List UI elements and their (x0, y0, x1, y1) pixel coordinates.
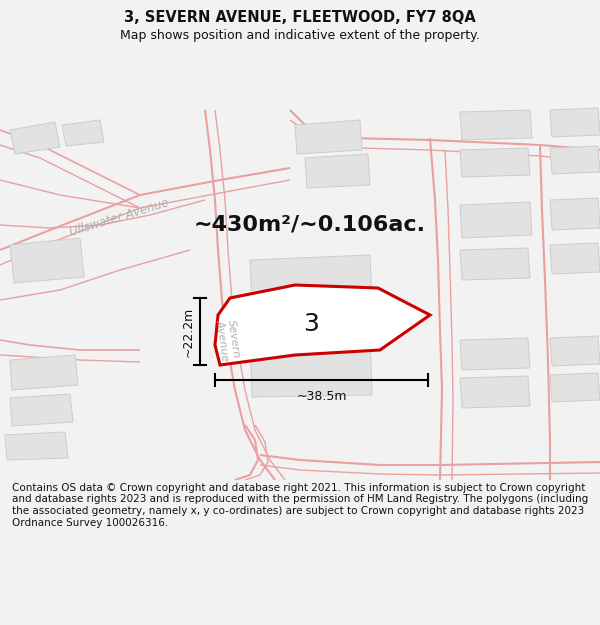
Polygon shape (215, 285, 430, 365)
Text: ~38.5m: ~38.5m (296, 390, 347, 403)
Polygon shape (295, 120, 362, 154)
Polygon shape (460, 202, 532, 238)
Polygon shape (250, 255, 373, 328)
Polygon shape (550, 243, 600, 274)
Polygon shape (5, 432, 68, 460)
Polygon shape (550, 336, 600, 366)
Polygon shape (460, 148, 530, 177)
Polygon shape (10, 355, 78, 390)
Polygon shape (550, 198, 600, 230)
Polygon shape (10, 238, 84, 283)
Polygon shape (550, 373, 600, 402)
Text: 3, SEVERN AVENUE, FLEETWOOD, FY7 8QA: 3, SEVERN AVENUE, FLEETWOOD, FY7 8QA (124, 10, 476, 25)
Text: ~22.2m: ~22.2m (182, 306, 195, 357)
Polygon shape (460, 110, 532, 140)
Polygon shape (10, 394, 73, 426)
Polygon shape (10, 122, 60, 154)
Polygon shape (460, 248, 530, 280)
Text: Severn
Avenue: Severn Avenue (214, 318, 242, 362)
Polygon shape (250, 332, 372, 397)
Text: Map shows position and indicative extent of the property.: Map shows position and indicative extent… (120, 29, 480, 42)
Polygon shape (460, 338, 530, 370)
Text: Ullswater Avenue: Ullswater Avenue (68, 197, 170, 239)
Text: 3: 3 (303, 312, 319, 336)
Text: ~430m²/~0.106ac.: ~430m²/~0.106ac. (194, 215, 426, 235)
Polygon shape (550, 108, 600, 137)
Text: Contains OS data © Crown copyright and database right 2021. This information is : Contains OS data © Crown copyright and d… (12, 483, 588, 528)
Polygon shape (460, 376, 530, 408)
Polygon shape (62, 120, 104, 146)
Polygon shape (550, 146, 600, 174)
Polygon shape (305, 154, 370, 188)
